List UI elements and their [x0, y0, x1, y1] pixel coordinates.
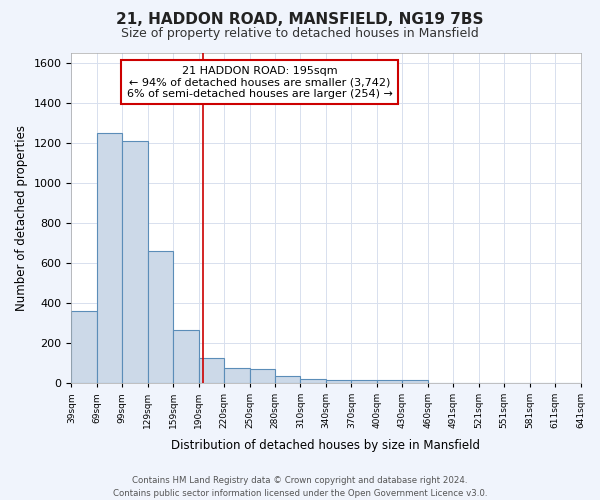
- Bar: [224, 368, 250, 383]
- Bar: [377, 380, 403, 383]
- Bar: [199, 358, 224, 383]
- Bar: [403, 380, 428, 383]
- Bar: [122, 140, 148, 383]
- Bar: [97, 132, 122, 383]
- Bar: [250, 369, 275, 383]
- Text: Size of property relative to detached houses in Mansfield: Size of property relative to detached ho…: [121, 28, 479, 40]
- Y-axis label: Number of detached properties: Number of detached properties: [15, 124, 28, 310]
- Bar: [71, 311, 97, 383]
- Bar: [326, 380, 352, 383]
- Bar: [352, 380, 377, 383]
- X-axis label: Distribution of detached houses by size in Mansfield: Distribution of detached houses by size …: [172, 440, 481, 452]
- Text: Contains HM Land Registry data © Crown copyright and database right 2024.
Contai: Contains HM Land Registry data © Crown c…: [113, 476, 487, 498]
- Text: 21 HADDON ROAD: 195sqm
← 94% of detached houses are smaller (3,742)
6% of semi-d: 21 HADDON ROAD: 195sqm ← 94% of detached…: [127, 66, 393, 99]
- Bar: [173, 330, 199, 383]
- Bar: [301, 378, 326, 383]
- Bar: [148, 251, 173, 383]
- Text: 21, HADDON ROAD, MANSFIELD, NG19 7BS: 21, HADDON ROAD, MANSFIELD, NG19 7BS: [116, 12, 484, 28]
- Bar: [275, 376, 301, 383]
